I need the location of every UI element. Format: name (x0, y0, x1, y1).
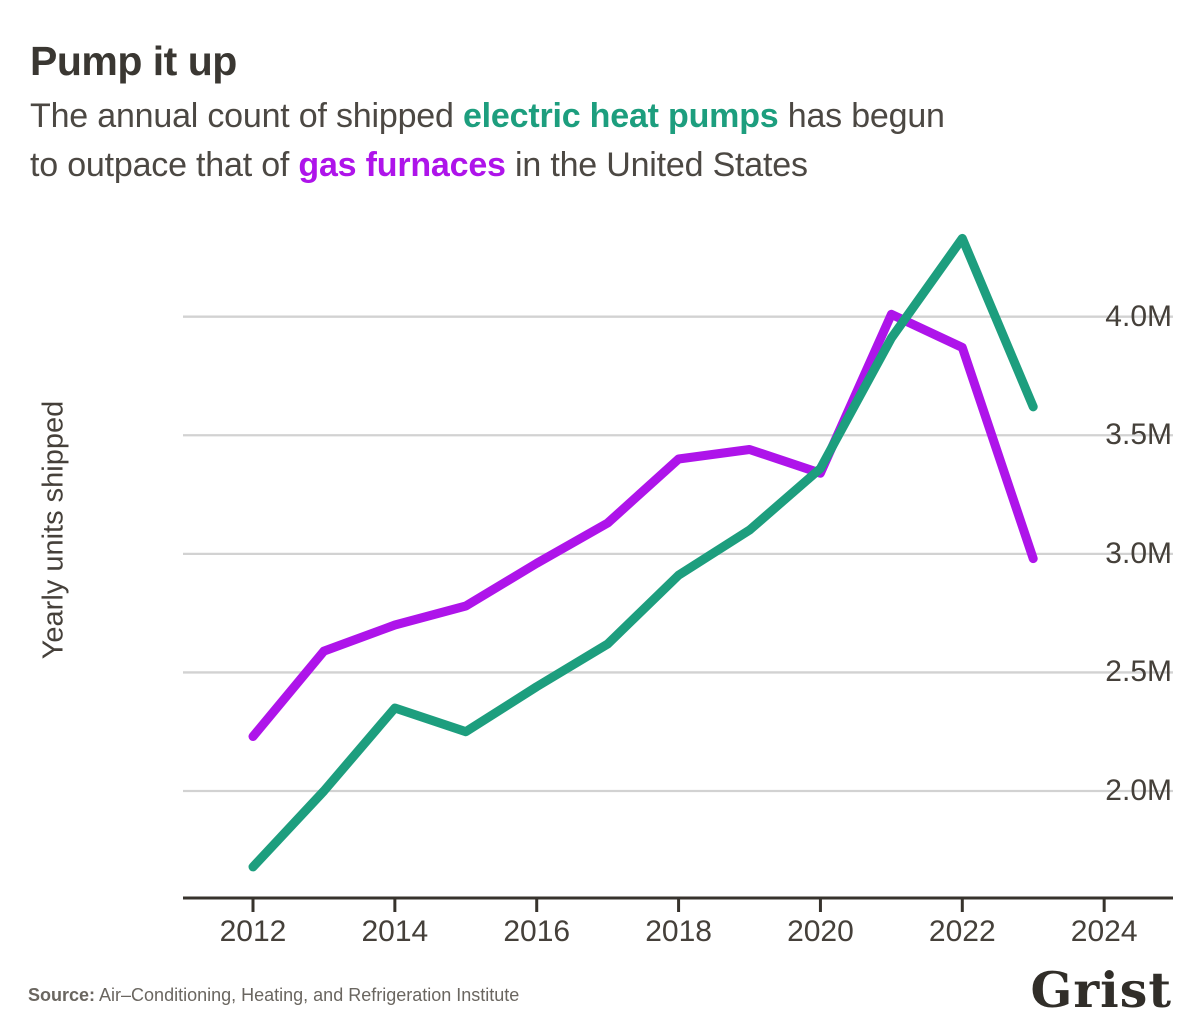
chart-subtitle: The annual count of shipped electric hea… (30, 92, 945, 190)
y-tick-label: 2.5M (1105, 655, 1172, 689)
subtitle-text: has begun (778, 97, 945, 135)
source-text: Air–Conditioning, Heating, and Refrigera… (95, 985, 520, 1005)
x-tick-label: 2016 (503, 915, 571, 948)
x-tick-label: 2024 (1070, 915, 1138, 948)
subtitle-line: to outpace that of gas furnaces in the U… (30, 141, 945, 190)
x-tick-label: 2012 (219, 915, 287, 948)
gas-furnaces-highlight: gas furnaces (298, 146, 506, 184)
x-tick-label: 2022 (928, 915, 996, 948)
source-note: Source: Air–Conditioning, Heating, and R… (28, 985, 519, 1006)
page-title: Pump it up (30, 38, 237, 84)
subtitle-text: to outpace that of (30, 146, 299, 184)
x-tick-label: 2020 (787, 915, 854, 948)
series-line-electric-heat-pumps (248, 233, 1038, 872)
x-tick-label: 2018 (645, 915, 712, 948)
subtitle-text: in the United States (505, 146, 808, 184)
subtitle-line: The annual count of shipped electric hea… (30, 92, 945, 141)
source-label: Source: (28, 985, 96, 1005)
y-tick-label: 4.0M (1105, 299, 1172, 333)
heat-pumps-highlight: electric heat pumps (462, 97, 779, 135)
y-tick-label: 2.0M (1105, 774, 1172, 807)
grist-logo: Grist (1030, 961, 1172, 1019)
y-tick-label: 3.5M (1105, 418, 1172, 452)
x-tick-label: 2014 (361, 915, 429, 948)
subtitle-text: The annual count of shipped (30, 97, 463, 135)
y-tick-label: 3.0M (1105, 536, 1172, 570)
